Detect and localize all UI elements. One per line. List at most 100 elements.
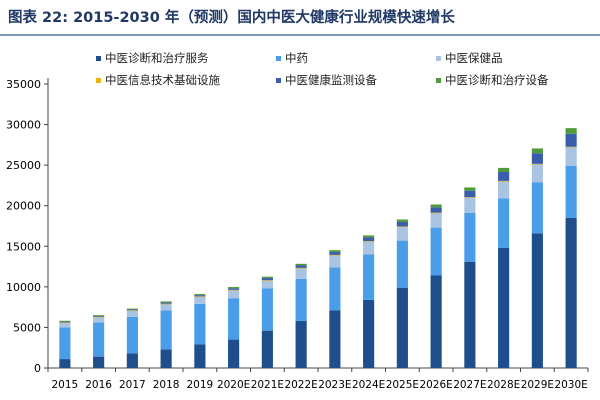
bar-segment [194, 296, 206, 304]
bar-segment [565, 147, 577, 166]
bar-segment [329, 267, 341, 311]
chart-legend: 中医诊断和治疗服务 中药 中医保健品 中医信息技术基础设施 中医健康监测设备 中医诊断和治… [96, 50, 556, 88]
bar-segment [396, 226, 408, 228]
bar-segment [194, 295, 206, 297]
bar-segment [194, 294, 206, 296]
bar-segment [295, 268, 307, 279]
bar-segment [228, 298, 240, 340]
legend-label: 中医保健品 [445, 51, 503, 65]
bar-segment [194, 344, 206, 368]
legend-label: 中医信息技术基础设施 [105, 73, 220, 87]
bar-segment [93, 316, 105, 318]
bar-segment [126, 308, 138, 310]
y-tick-label: 0 [34, 362, 41, 375]
bar-segment [126, 310, 138, 311]
x-tick-label: 2029E [521, 379, 554, 391]
bar-segment [565, 128, 577, 134]
x-tick-label: 2021E [251, 379, 284, 391]
y-tick-label: 30000 [6, 119, 41, 132]
bar-segment [396, 219, 408, 222]
bar-segment [261, 278, 273, 281]
bar-segment [295, 267, 307, 269]
bar-segment [430, 207, 442, 213]
bar-segment [396, 221, 408, 227]
bar-segment [295, 278, 307, 321]
legend-item: 中医信息技术基础设施 [96, 72, 276, 88]
bar-segment [160, 310, 172, 350]
bar-segment [160, 303, 172, 311]
legend-swatch [276, 77, 281, 83]
x-tick-label: 2028E [487, 379, 520, 391]
bar-segment [329, 255, 341, 268]
bar-segment [228, 287, 240, 289]
bar-segment [498, 198, 510, 248]
bar-segment [59, 327, 71, 360]
bar-segment [363, 235, 375, 238]
x-tick-label: 2015 [52, 379, 79, 391]
y-tick-label: 15000 [6, 240, 41, 253]
bar-segment [565, 146, 577, 148]
bar-segment [126, 310, 138, 317]
bar-segment [464, 187, 476, 191]
bar-segment [228, 290, 240, 299]
bar-segment [464, 261, 476, 368]
bar-segment [261, 330, 273, 368]
bar-segment [261, 280, 273, 289]
bar-segment [59, 321, 71, 323]
x-tick-label: 2025E [386, 379, 419, 391]
bar-segment [498, 247, 510, 368]
bar-segment [329, 310, 341, 368]
x-tick-label: 2020E [217, 379, 250, 391]
legend-item: 中医诊断和治疗服务 [96, 50, 276, 66]
legend-item: 中医健康监测设备 [276, 72, 436, 88]
bar-segment [430, 204, 442, 208]
bar-segment [295, 263, 307, 266]
legend-label: 中药 [285, 51, 308, 65]
bar-segment [295, 320, 307, 368]
bar-segment [261, 280, 273, 281]
x-tick-label: 2017 [119, 379, 146, 391]
bar-segment [565, 133, 577, 147]
bar-segment [498, 181, 510, 199]
bar-segment [430, 212, 442, 214]
bar-segment [363, 254, 375, 300]
bar-segment [93, 316, 105, 323]
y-tick-label: 35000 [6, 78, 41, 91]
x-tick-label: 2026E [419, 379, 452, 391]
legend-label: 中医诊断和治疗服务 [105, 51, 209, 65]
bar-segment [531, 153, 543, 164]
bar-segment [430, 213, 442, 228]
y-tick-label: 20000 [6, 200, 41, 213]
chart-title: 图表 22: 2015-2030 年（预测）国内中医大健康行业规模快速增长 [8, 10, 455, 26]
bar-segment [228, 289, 240, 291]
bar-segment [93, 322, 105, 357]
bar-segment [59, 322, 71, 323]
bar-segment [59, 322, 71, 328]
bar-segment [396, 287, 408, 368]
bar-segment [363, 241, 375, 255]
bar-segment [531, 164, 543, 183]
title-divider [0, 34, 600, 36]
bar-segment [194, 296, 206, 297]
bar-segment [329, 254, 341, 256]
y-tick-label: 5000 [13, 321, 41, 334]
y-tick-label: 25000 [6, 159, 41, 172]
bar-segment [531, 163, 543, 165]
legend-item: 中药 [276, 50, 436, 66]
x-tick-label: 2024E [352, 379, 385, 391]
bar-segment [126, 309, 138, 311]
bar-segment [363, 299, 375, 368]
legend-swatch [436, 55, 441, 61]
bar-segment [93, 356, 105, 368]
bar-segment [396, 240, 408, 288]
bar-segment [93, 315, 105, 316]
legend-swatch [96, 55, 101, 61]
bar-segment [531, 148, 543, 154]
bar-segment [531, 182, 543, 234]
x-tick-label: 2016 [85, 379, 112, 391]
x-tick-label: 2030E [554, 379, 587, 391]
bar-segment [160, 349, 172, 368]
x-tick-label: 2027E [453, 379, 486, 391]
